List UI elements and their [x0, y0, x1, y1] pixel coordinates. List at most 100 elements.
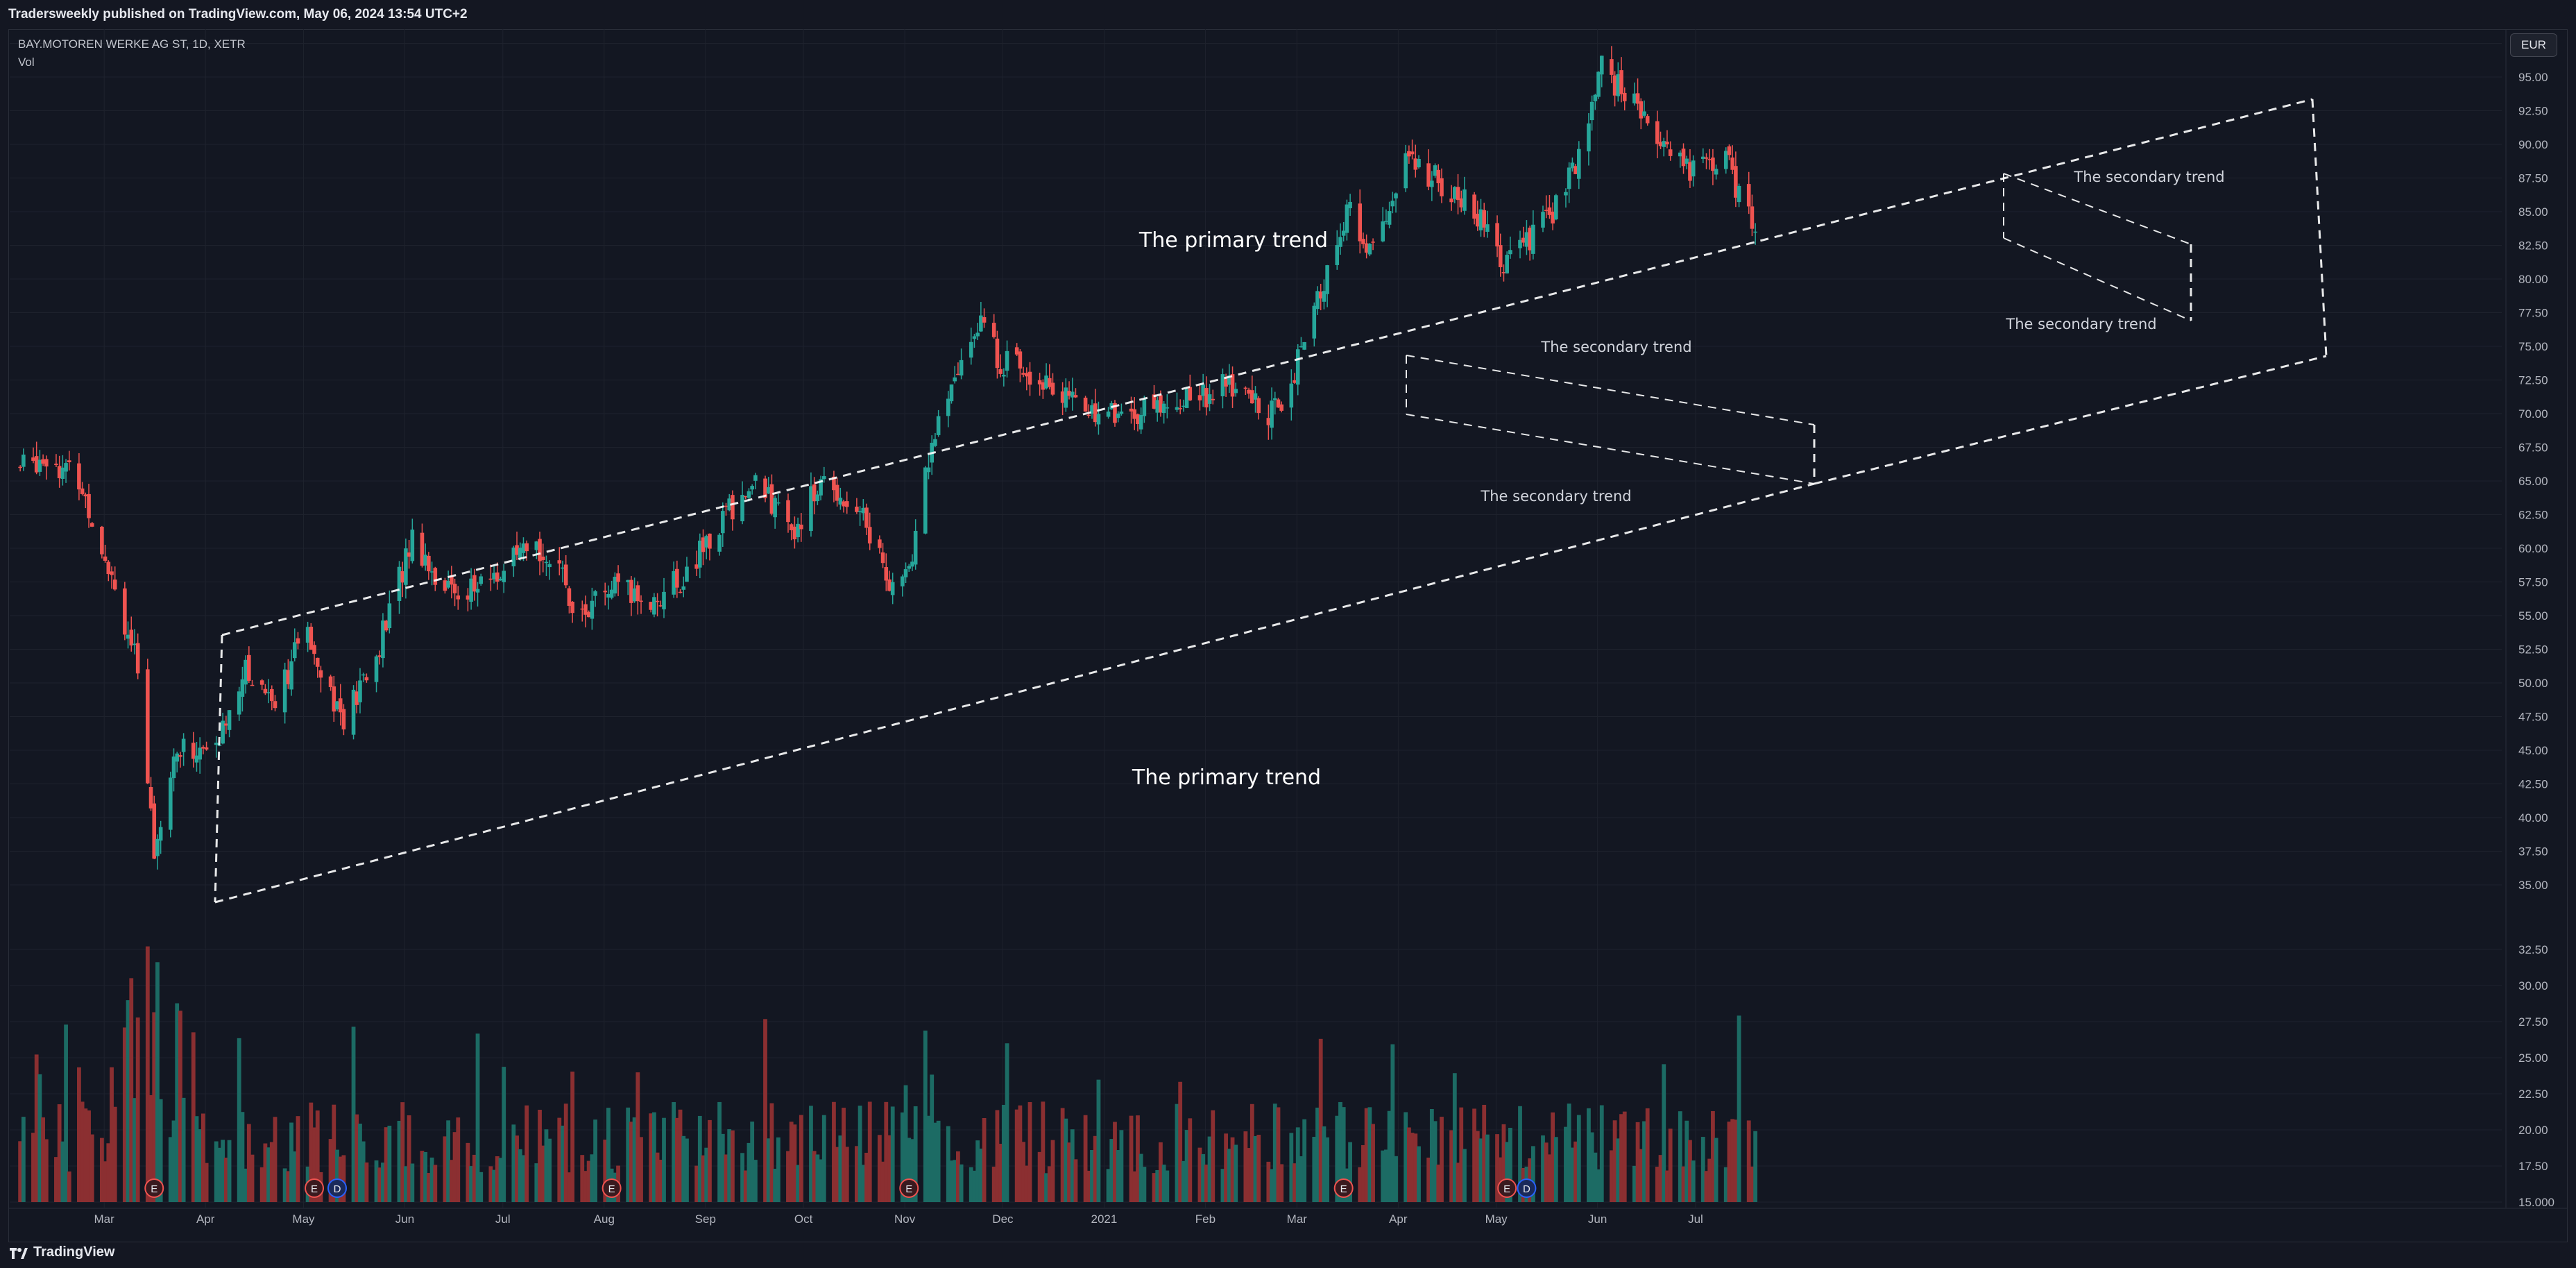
candle — [1197, 395, 1202, 400]
volume-bar — [1201, 1153, 1206, 1202]
candle — [776, 502, 781, 504]
volume-bar — [1551, 1112, 1555, 1202]
volume-bar — [1589, 1132, 1594, 1202]
volume-bar — [1452, 1073, 1457, 1202]
volume-bar — [972, 1170, 977, 1202]
candle — [1632, 93, 1637, 103]
volume-bar — [720, 1133, 725, 1202]
candle — [731, 495, 735, 520]
volume-bar — [1544, 1142, 1549, 1202]
publish-header: Tradersweekly published on TradingView.c… — [0, 0, 2576, 29]
event-marker-label: E — [311, 1183, 318, 1195]
candle — [1266, 418, 1271, 425]
volume-bar — [133, 1098, 137, 1202]
volume-bar — [410, 1163, 415, 1202]
price-tick-label: 80.00 — [2518, 273, 2548, 286]
volume-bar — [259, 1167, 264, 1202]
volume-bar — [907, 1138, 912, 1202]
volume-bar — [701, 1155, 706, 1202]
volume-bar — [1211, 1110, 1216, 1202]
candle — [1041, 382, 1046, 390]
volume-bar — [953, 1160, 957, 1202]
volume-bar — [41, 1117, 45, 1202]
candle — [469, 578, 473, 602]
candle — [864, 507, 869, 528]
candle — [1201, 384, 1205, 396]
candle — [923, 467, 928, 534]
volume-bar — [769, 1103, 774, 1202]
candle — [1498, 245, 1503, 267]
price-tick-label: 35.00 — [2518, 879, 2548, 892]
price-tick-label: 45.00 — [2518, 744, 2548, 757]
candle — [590, 600, 595, 619]
volume-bar — [567, 1172, 572, 1202]
secondary-trend-label: The secondary trend — [1480, 488, 1631, 505]
candle — [1610, 59, 1614, 75]
candle — [1577, 149, 1581, 179]
candle — [515, 545, 519, 555]
volume-bar — [1478, 1138, 1483, 1202]
candle — [878, 539, 882, 548]
candle — [1547, 207, 1552, 215]
volume-bar — [194, 1116, 199, 1202]
volume-bar — [1109, 1139, 1114, 1202]
trendline — [2003, 237, 2192, 321]
candle — [361, 674, 366, 676]
volume-bar — [1116, 1150, 1120, 1202]
candle — [100, 526, 104, 555]
volume-bar — [1433, 1121, 1438, 1202]
candle — [835, 484, 839, 501]
candle — [1138, 414, 1143, 430]
price-tick-label: 87.50 — [2518, 172, 2548, 185]
volume-bar — [1024, 1165, 1029, 1202]
candle — [41, 459, 45, 464]
volume-bar — [936, 1120, 941, 1202]
volume-bar — [1138, 1153, 1143, 1202]
candle — [1175, 407, 1179, 410]
candle — [244, 659, 248, 685]
candle — [158, 827, 163, 841]
volume-bar — [842, 1108, 846, 1202]
price-tick-label: 90.00 — [2518, 138, 2548, 151]
trendline — [1406, 414, 1815, 484]
volume-bar — [1658, 1155, 1663, 1202]
event-marker-label: E — [608, 1183, 615, 1195]
candle — [1161, 403, 1166, 414]
volume-bar — [1462, 1149, 1467, 1202]
time-tick-label: Nov — [894, 1212, 916, 1226]
candle — [1524, 232, 1529, 247]
candle — [1691, 160, 1696, 177]
candle — [1279, 404, 1283, 411]
volume-bar — [949, 1160, 954, 1202]
candle — [155, 838, 160, 856]
volume-bar — [135, 1017, 140, 1202]
volume-bar — [273, 1117, 278, 1202]
candle — [1067, 391, 1071, 396]
candle — [672, 570, 676, 595]
candle — [1407, 151, 1411, 157]
volume-bar — [433, 1165, 438, 1202]
volume-bar — [1707, 1158, 1712, 1202]
candle — [1567, 167, 1571, 189]
candle — [1116, 413, 1120, 419]
volume-bar — [168, 1137, 173, 1202]
time-tick-label: Jun — [395, 1212, 414, 1226]
volume-bar — [1184, 1130, 1189, 1202]
volume-bar — [521, 1155, 526, 1202]
candle — [240, 679, 245, 697]
volume-bar — [201, 1113, 205, 1202]
volume-bar — [221, 1140, 225, 1202]
candle — [423, 555, 427, 566]
time-tick-label: Aug — [594, 1212, 615, 1226]
volume-bar — [890, 1106, 895, 1202]
currency-button[interactable]: EUR — [2510, 33, 2557, 57]
candle — [821, 476, 826, 480]
earnings-marker — [899, 1178, 919, 1198]
volume-bar — [518, 1149, 522, 1202]
candle — [22, 455, 26, 467]
chart-pane[interactable] — [8, 29, 2568, 1242]
volume-bar — [649, 1113, 654, 1202]
volume-bar — [636, 1072, 640, 1202]
volume-bar — [580, 1155, 585, 1202]
